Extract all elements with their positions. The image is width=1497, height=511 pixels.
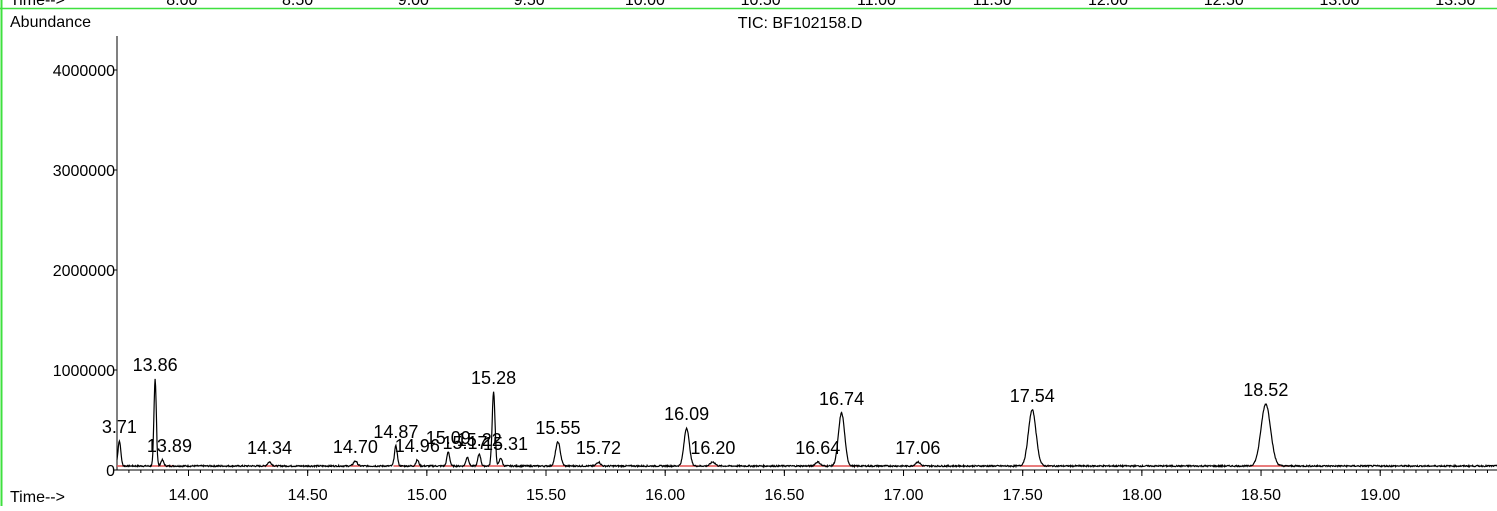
x-tick-label: 19.00 [1360, 487, 1400, 504]
upper-time-axis: Time--> 8.00 8.50 9.00 9.50 10.00 10.50 11.00 11… [10, 0, 1475, 9]
x-tick-label: 14.00 [168, 487, 208, 504]
chart-title: TIC: BF102158.D [738, 15, 863, 32]
upper-tick-label: 12.50 [1204, 0, 1244, 9]
upper-tick-label: 13.00 [1320, 0, 1360, 9]
tic-trace [116, 378, 1497, 469]
y-tick-label: 2000000 [53, 263, 115, 280]
peak-label: 16.09 [664, 404, 709, 424]
x-tick-label: 18.50 [1241, 487, 1281, 504]
axes: 0 1000000 2000000 3000000 4000000 14.00 14.50 1… [53, 36, 1497, 504]
peak-label: 14.96 [395, 436, 440, 456]
peak-label: 15.31 [483, 434, 528, 454]
upper-axis-label: Time--> [10, 0, 65, 9]
peak-label: 17.06 [895, 438, 940, 458]
peak-label: 13.89 [147, 436, 192, 456]
peak-label: 15.55 [535, 418, 580, 438]
upper-tick-label: 10.00 [625, 0, 665, 9]
upper-tick-label: 13.50 [1435, 0, 1475, 9]
peak-label: 18.52 [1243, 380, 1288, 400]
upper-tick-label: 9.00 [398, 0, 429, 9]
peak-label: 15.28 [471, 368, 516, 388]
y-tick-label: 1000000 [53, 363, 115, 380]
x-tick-label: 17.50 [1003, 487, 1043, 504]
x-tick-label: 16.00 [645, 487, 685, 504]
upper-tick-label: 12.00 [1088, 0, 1128, 9]
y-tick-label: 3000000 [53, 163, 115, 180]
peak-label: 15.22 [457, 430, 502, 450]
upper-tick-label: 8.00 [166, 0, 197, 9]
x-axis-label: Time--> [10, 489, 65, 506]
upper-tick-label: 8.50 [282, 0, 313, 9]
peak-label: 3.71 [102, 417, 137, 437]
upper-tick-label: 11.00 [857, 0, 896, 9]
peak-label: 13.86 [133, 355, 178, 375]
x-tick-label: 15.50 [526, 487, 566, 504]
peak-label: 14.87 [373, 422, 418, 442]
peak-label: 15.17 [442, 433, 487, 453]
peak-label: 16.64 [795, 438, 840, 458]
y-tick-label: 0 [106, 463, 115, 480]
peak-label: 15.09 [426, 428, 471, 448]
x-tick-label: 18.00 [1122, 487, 1162, 504]
peak-label: 14.34 [247, 438, 292, 458]
peak-label: 15.72 [576, 438, 621, 458]
x-tick-label: 17.00 [884, 487, 924, 504]
y-tick-label: 4000000 [53, 63, 115, 80]
x-tick-label: 14.50 [288, 487, 328, 504]
peak-label: 16.74 [819, 389, 864, 409]
peak-label: 16.20 [690, 438, 735, 458]
upper-tick-label: 11.50 [973, 0, 1012, 9]
x-tick-label: 16.50 [764, 487, 804, 504]
tic-trace-group [116, 378, 1497, 469]
peak-label: 14.70 [333, 437, 378, 457]
upper-tick-label: 10.50 [741, 0, 781, 9]
upper-tick-label: 9.50 [514, 0, 545, 9]
peak-label: 17.54 [1010, 386, 1055, 406]
x-tick-label: 15.00 [407, 487, 447, 504]
y-axis-label: Abundance [10, 14, 91, 31]
